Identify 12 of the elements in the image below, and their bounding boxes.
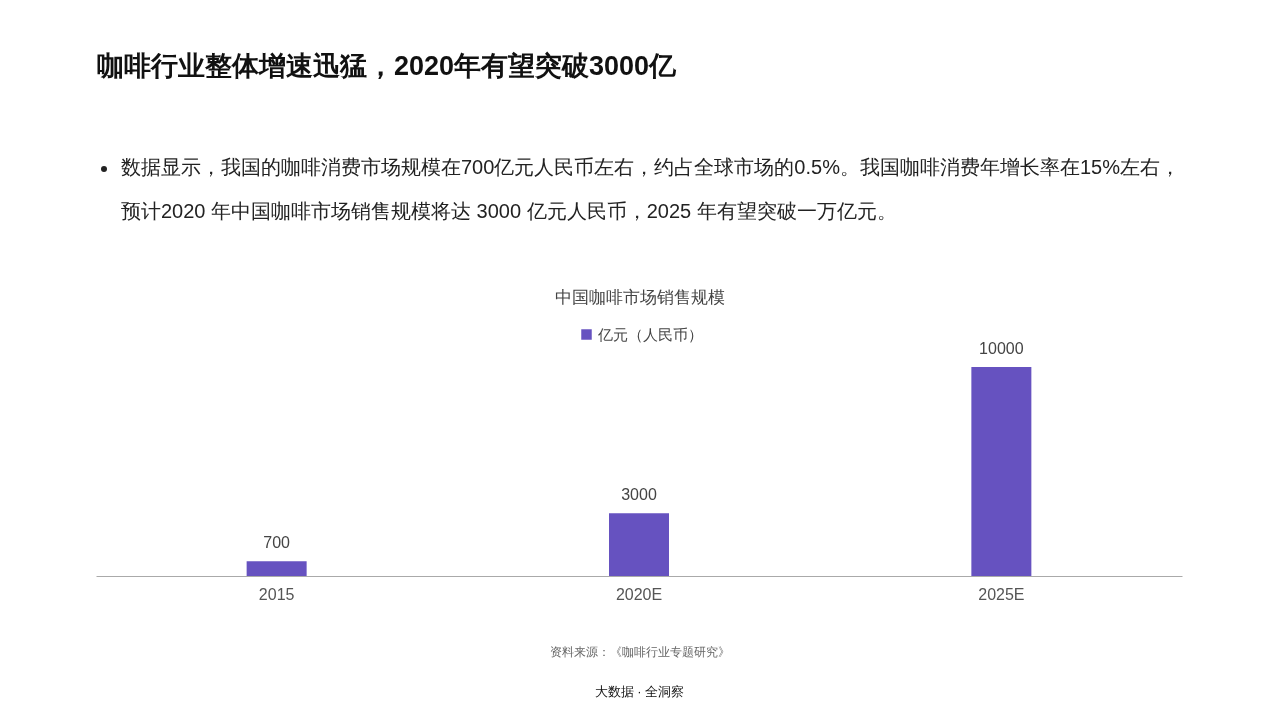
x-tick-label: 2025E <box>978 585 1025 603</box>
text: 资料来源：《咖啡行业专题研究》 <box>548 644 731 661</box>
legend-label: 亿元（人民币） <box>597 325 703 343</box>
data-label: 3000 <box>621 486 657 504</box>
data-label: 10000 <box>979 340 1024 357</box>
text: 大数据 · 全洞察 <box>593 683 686 701</box>
x-tick-label: 2020E <box>615 585 663 603</box>
x-tick-label: 2015 <box>258 585 295 603</box>
chart-title: 咖啡行业整体增速迅猛，2020年有望突破3000亿 <box>97 50 677 83</box>
chart-subtitle: 数据显示，我国的咖啡消费市场规模在700亿元人民币左右，约占全球市场的0.5%。我国咖啡消费年增长率在15%左右，预计2020 年中国咖啡市场销售规模将达 3000 亿元人民币，2025 年有望突破一万亿元。 <box>120 155 1181 224</box>
data-label: 700 <box>263 534 291 552</box>
text: 中国咖啡市场销售规模 <box>553 287 726 309</box>
